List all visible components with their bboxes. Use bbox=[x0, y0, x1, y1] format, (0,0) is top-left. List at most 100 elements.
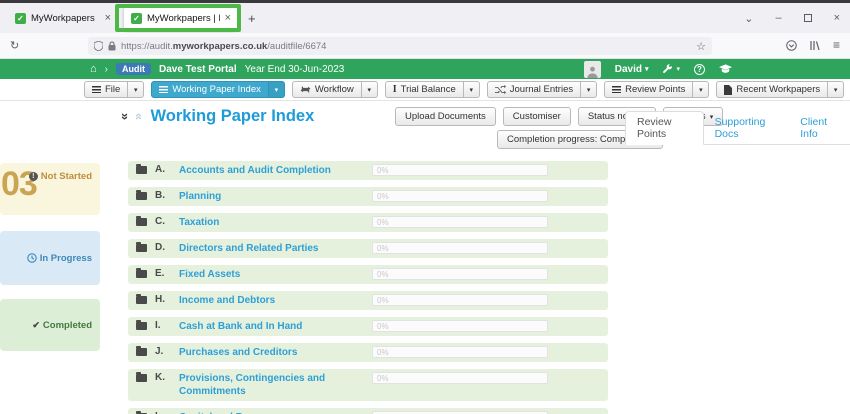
status-card-in-progress[interactable]: In Progress bbox=[0, 231, 100, 285]
workpaper-section-row[interactable]: E. Fixed Assets 0% bbox=[128, 265, 608, 284]
section-letter: D. bbox=[155, 242, 165, 253]
workpaper-section-row[interactable]: J. Purchases and Creditors 0% bbox=[128, 343, 608, 362]
status-card-completed[interactable]: ✔ Completed bbox=[0, 299, 100, 351]
section-title-link[interactable]: Capital and Reserves bbox=[179, 411, 280, 414]
section-title-link[interactable]: Fixed Assets bbox=[179, 269, 241, 280]
recent-workpapers-button[interactable]: Recent Workpapers bbox=[716, 81, 829, 98]
window-top-edge bbox=[0, 0, 850, 3]
caret-down-icon: ▾ bbox=[699, 86, 703, 94]
working-paper-index-dropdown-caret[interactable]: ▾ bbox=[268, 81, 285, 98]
trial-balance-button[interactable]: I Trial Balance bbox=[384, 81, 464, 98]
section-title-link[interactable]: Cash at Bank and In Hand bbox=[179, 321, 303, 332]
recent-workpapers-dropdown-caret[interactable]: ▾ bbox=[828, 81, 845, 98]
tab-supporting-docs[interactable]: Supporting Docs bbox=[714, 116, 766, 140]
list-all-tabs-icon[interactable]: ⌄ bbox=[744, 12, 754, 25]
minimize-icon[interactable]: – bbox=[775, 12, 782, 24]
section-progress-value: 0% bbox=[377, 191, 389, 201]
maximize-icon[interactable] bbox=[803, 14, 812, 22]
review-points-dropdown-caret[interactable]: ▾ bbox=[693, 81, 710, 98]
hamburger-menu-icon[interactable]: ≡ bbox=[832, 38, 840, 52]
folder-icon bbox=[136, 346, 147, 356]
tab-review-points[interactable]: Review Points bbox=[625, 111, 704, 145]
workpaper-section-row[interactable]: B. Planning 0% bbox=[128, 187, 608, 206]
tab-close-icon[interactable]: × bbox=[224, 11, 231, 24]
customiser-button[interactable]: Customiser bbox=[502, 107, 571, 126]
section-title-link[interactable]: Directors and Related Parties bbox=[179, 243, 319, 254]
section-progress-bar: 0% bbox=[372, 372, 548, 384]
workpaper-section-row[interactable]: D. Directors and Related Parties 0% bbox=[128, 239, 608, 258]
help-icon[interactable]: ? bbox=[694, 63, 705, 75]
section-title-link[interactable]: Provisions, Contingencies and Commitment… bbox=[179, 373, 326, 397]
section-title-link[interactable]: Planning bbox=[179, 191, 222, 202]
review-points-button[interactable]: Review Points bbox=[604, 81, 694, 98]
folder-icon bbox=[136, 216, 147, 226]
tab-title: MyWorkpapers bbox=[31, 12, 95, 24]
window-controls: ⌄ – × bbox=[744, 3, 840, 33]
section-progress-bar: 0% bbox=[372, 164, 548, 176]
browser-tab-1[interactable]: ✓ MyWorkpapers × bbox=[8, 6, 118, 31]
tools-menu[interactable]: ▾ bbox=[662, 63, 680, 75]
pocket-icon[interactable] bbox=[786, 39, 797, 51]
collapse-all-icon[interactable]: » bbox=[118, 112, 134, 121]
workpaper-section-row[interactable]: I. Cash at Bank and In Hand 0% bbox=[128, 317, 608, 336]
workpaper-section-row[interactable]: L. Capital and Reserves 0% bbox=[128, 408, 608, 414]
browser-tab-bar: ✓ MyWorkpapers × ✓ MyWorkpapers | Dave T… bbox=[0, 3, 850, 33]
journal-entries-dropdown-caret[interactable]: ▾ bbox=[581, 81, 598, 98]
new-tab-button[interactable]: + bbox=[248, 10, 256, 26]
workpaper-section-row[interactable]: C. Taxation 0% bbox=[128, 213, 608, 232]
folder-icon bbox=[136, 268, 147, 278]
workpaper-section-row[interactable]: H. Income and Debtors 0% bbox=[128, 291, 608, 310]
section-progress-value: 0% bbox=[377, 165, 389, 175]
journal-entries-button[interactable]: Journal Entries bbox=[486, 81, 582, 98]
workflow-dropdown-caret[interactable]: ▾ bbox=[361, 81, 378, 98]
shuffle-icon bbox=[494, 85, 506, 94]
lock-icon bbox=[108, 41, 116, 51]
library-icon[interactable] bbox=[810, 40, 820, 51]
browser-tab-2-active[interactable]: ✓ MyWorkpapers | Dave Test Port... × bbox=[124, 5, 238, 31]
year-end-label: Year End 30-Jun-2023 bbox=[244, 63, 345, 75]
user-avatar[interactable] bbox=[583, 60, 601, 78]
home-icon[interactable]: ⌂ bbox=[90, 63, 97, 75]
upload-documents-button[interactable]: Upload Documents bbox=[395, 107, 496, 126]
expand-all-icon[interactable]: « bbox=[132, 112, 148, 121]
section-title-link[interactable]: Taxation bbox=[179, 217, 220, 228]
tab-close-icon[interactable]: × bbox=[104, 11, 111, 24]
close-icon[interactable]: × bbox=[833, 12, 840, 24]
right-side-panel: Review Points Supporting Docs Client Inf… bbox=[625, 111, 850, 145]
bookmark-star-icon[interactable]: ☆ bbox=[696, 40, 706, 53]
clock-icon bbox=[26, 253, 37, 263]
file-dropdown-caret[interactable]: ▾ bbox=[128, 81, 145, 98]
section-letter: J. bbox=[155, 346, 164, 357]
graduation-cap-icon[interactable] bbox=[719, 64, 732, 74]
section-title-link[interactable]: Accounts and Audit Completion bbox=[179, 165, 331, 176]
address-input[interactable]: https://audit.myworkpapers.co.uk/auditfi… bbox=[88, 37, 712, 55]
audit-badge[interactable]: Audit bbox=[116, 63, 151, 75]
browser-action-icons: ≡ bbox=[786, 38, 840, 52]
section-title-link[interactable]: Income and Debtors bbox=[179, 295, 276, 306]
navbar-right: David ▾ ▾ ? bbox=[583, 59, 732, 79]
workflow-button[interactable]: Workflow bbox=[291, 81, 362, 98]
section-progress-value: 0% bbox=[377, 295, 389, 305]
section-title-link[interactable]: Purchases and Creditors bbox=[179, 347, 298, 358]
section-letter: E. bbox=[155, 268, 165, 279]
not-started-count: 03 bbox=[1, 165, 38, 203]
tab-client-info[interactable]: Client Info bbox=[800, 116, 828, 140]
check-icon: ✔ bbox=[32, 319, 40, 330]
trial-balance-dropdown-caret[interactable]: ▾ bbox=[463, 81, 480, 98]
workpaper-section-list: A. Accounts and Audit Completion 0% B. P… bbox=[128, 161, 608, 414]
section-letter: C. bbox=[155, 216, 165, 227]
shield-icon[interactable] bbox=[94, 41, 103, 51]
workpaper-section-row[interactable]: K. Provisions, Contingencies and Commitm… bbox=[128, 369, 608, 401]
section-letter: H. bbox=[155, 294, 165, 305]
working-paper-index-button[interactable]: Working Paper Index bbox=[151, 81, 269, 98]
user-menu[interactable]: David ▾ bbox=[614, 63, 649, 75]
workpaper-section-row[interactable]: A. Accounts and Audit Completion 0% bbox=[128, 161, 608, 180]
section-progress-value: 0% bbox=[377, 373, 389, 383]
reload-icon[interactable]: ↻ bbox=[10, 40, 20, 52]
file-button[interactable]: File bbox=[84, 81, 129, 98]
trial-balance-button-group: I Trial Balance ▾ bbox=[384, 81, 480, 98]
section-progress-bar: 0% bbox=[372, 216, 548, 228]
status-card-not-started[interactable]: 03 ! Not Started bbox=[0, 163, 100, 215]
not-started-label: ! Not Started bbox=[28, 171, 92, 182]
folder-icon bbox=[136, 372, 147, 382]
